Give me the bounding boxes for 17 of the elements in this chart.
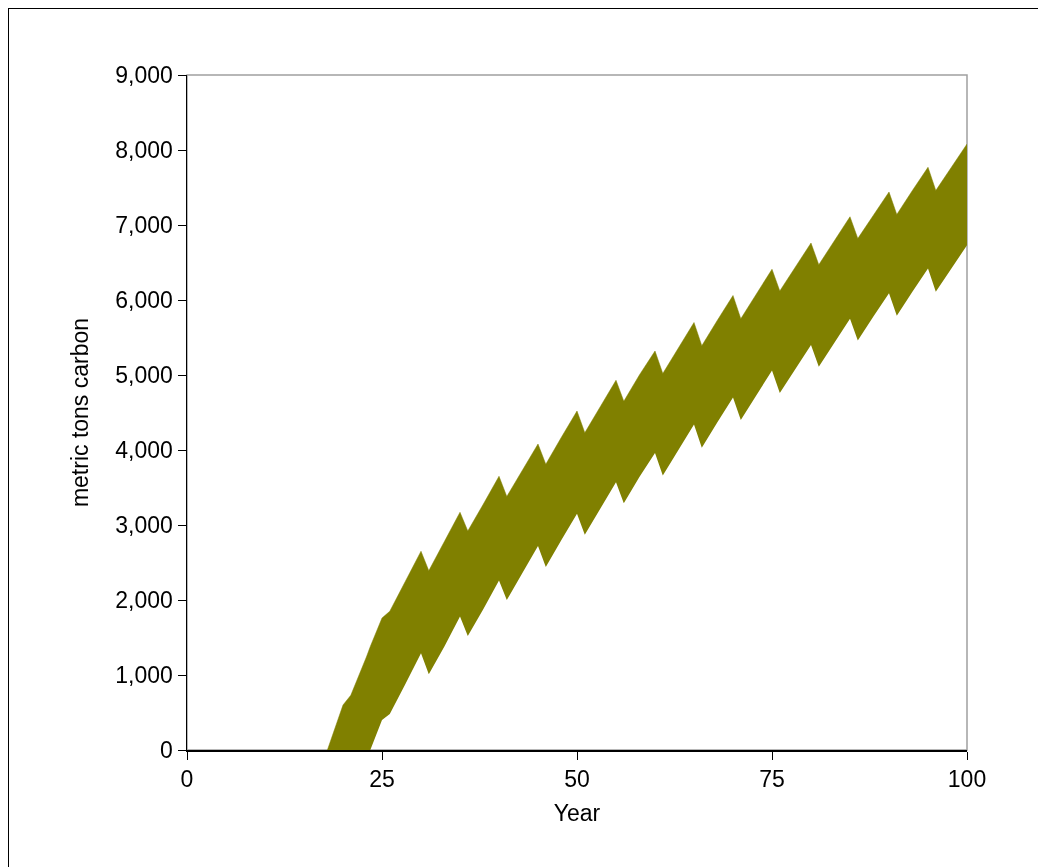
y-tick-label: 1,000: [115, 662, 173, 689]
x-tick-label: 25: [369, 766, 395, 793]
y-tick-label: 2,000: [115, 587, 173, 614]
y-tick-label: 3,000: [115, 512, 173, 539]
x-tick-label: 50: [564, 766, 590, 793]
y-tick-label: 4,000: [115, 437, 173, 464]
y-tick-label: 7,000: [115, 212, 173, 239]
y-axis-title: metric tons carbon: [67, 317, 94, 508]
y-tick-label: 0: [160, 737, 173, 764]
y-tick-label: 8,000: [115, 137, 173, 164]
y-tick-label: 6,000: [115, 287, 173, 314]
y-tick-label: 5,000: [115, 362, 173, 389]
y-tick-label: 9,000: [115, 62, 173, 89]
x-tick-label: 75: [759, 766, 785, 793]
x-tick-label: 0: [180, 766, 194, 793]
x-axis-title: Year: [553, 800, 601, 827]
x-tick-label: 100: [947, 766, 987, 793]
